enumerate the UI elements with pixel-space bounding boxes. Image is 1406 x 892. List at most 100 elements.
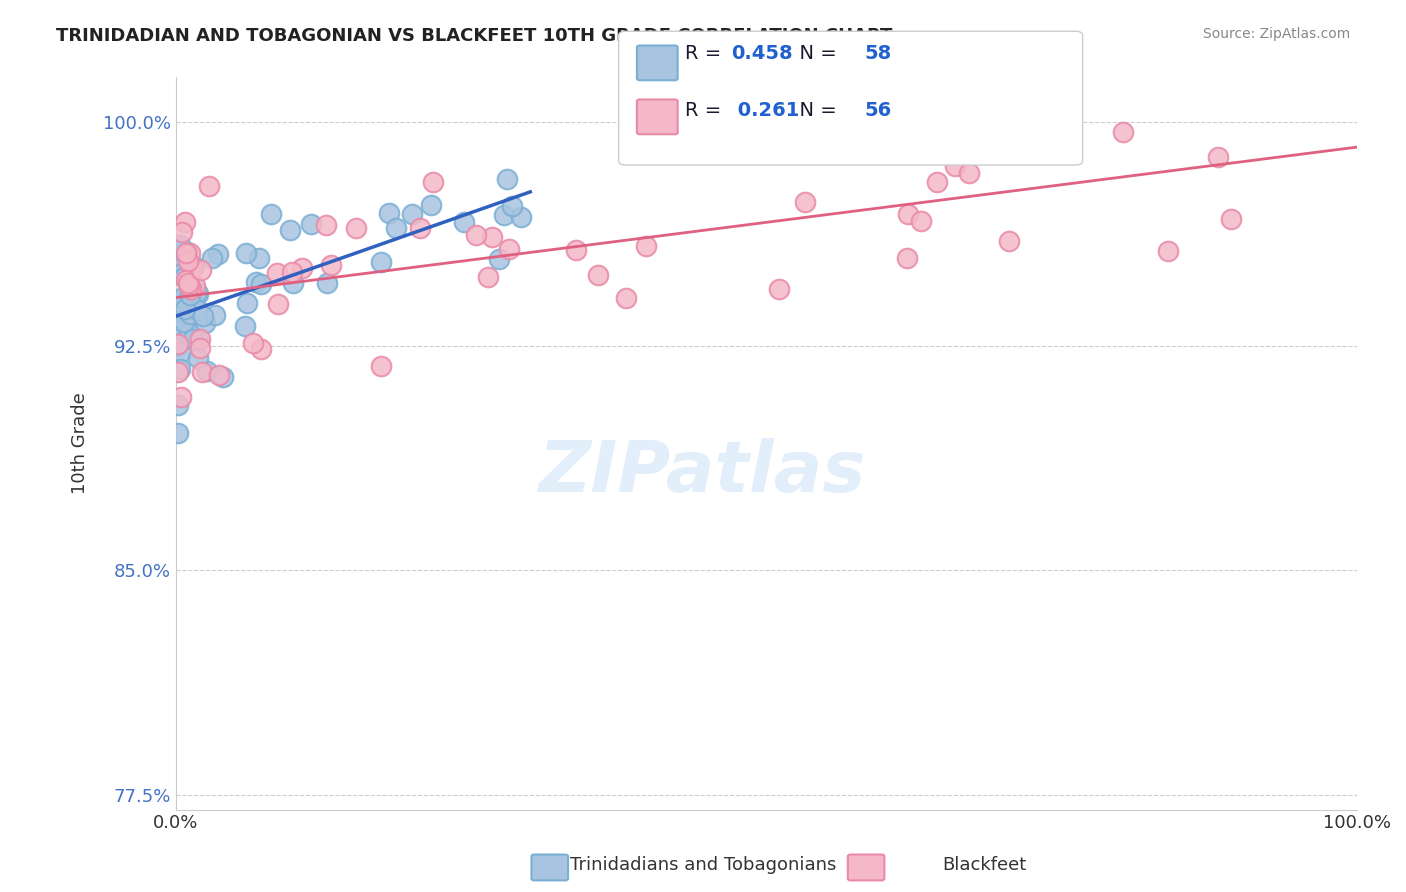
Point — [181, 261, 204, 276]
Point — [1219, 211, 1241, 226]
Point — [166, 240, 188, 254]
Text: 0.458: 0.458 — [731, 45, 793, 63]
Text: Source: ZipAtlas.com: Source: ZipAtlas.com — [1202, 27, 1350, 41]
Point — [377, 206, 399, 220]
Point — [187, 334, 209, 348]
Point — [207, 247, 229, 261]
Text: 56: 56 — [865, 101, 891, 120]
Point — [236, 296, 259, 310]
Point — [301, 217, 323, 231]
Point — [194, 316, 217, 330]
Point — [344, 220, 367, 235]
Text: R =: R = — [685, 101, 727, 120]
Text: N =: N = — [787, 45, 844, 63]
Point — [174, 246, 197, 260]
Point — [498, 242, 520, 256]
Point — [385, 221, 408, 235]
Point — [464, 227, 486, 242]
Point — [260, 207, 283, 221]
Point — [501, 199, 523, 213]
Point — [167, 398, 190, 412]
Point — [179, 307, 201, 321]
Point — [925, 175, 948, 189]
Point — [492, 208, 515, 222]
Point — [193, 309, 215, 323]
Point — [173, 270, 195, 285]
Point — [910, 213, 932, 227]
Point — [167, 337, 190, 351]
Point — [281, 265, 304, 279]
Point — [281, 276, 304, 290]
Point — [166, 293, 188, 308]
Point — [247, 251, 270, 265]
Point — [586, 268, 609, 282]
Point — [166, 426, 188, 441]
Point — [510, 210, 533, 224]
Point — [319, 259, 342, 273]
Y-axis label: 10th Grade: 10th Grade — [72, 392, 89, 494]
Point — [183, 259, 205, 273]
Point — [169, 260, 191, 275]
Point — [169, 361, 191, 376]
Point — [477, 269, 499, 284]
Point — [198, 178, 221, 193]
Point — [370, 255, 392, 269]
Point — [179, 326, 201, 340]
Text: 58: 58 — [865, 45, 891, 63]
Point — [179, 288, 201, 302]
Point — [481, 230, 503, 244]
Point — [184, 278, 207, 293]
Point — [166, 339, 188, 353]
Text: TRINIDADIAN AND TOBAGONIAN VS BLACKFEET 10TH GRADE CORRELATION CHART: TRINIDADIAN AND TOBAGONIAN VS BLACKFEET … — [56, 27, 893, 45]
Point — [187, 286, 209, 301]
Text: 0.261: 0.261 — [731, 101, 800, 120]
Point — [174, 272, 197, 286]
Point — [173, 302, 195, 317]
Point — [998, 234, 1021, 248]
Point — [176, 253, 198, 268]
Point — [245, 276, 267, 290]
Point — [897, 206, 920, 220]
Point — [1156, 244, 1178, 258]
Point — [176, 244, 198, 259]
Point — [636, 239, 658, 253]
Point — [370, 359, 392, 373]
Point — [315, 218, 337, 232]
Point — [291, 260, 314, 275]
Point — [188, 341, 211, 355]
Point — [187, 302, 209, 317]
Point — [278, 223, 301, 237]
Point — [170, 266, 193, 280]
Point — [793, 194, 815, 209]
Point — [170, 345, 193, 359]
Text: N =: N = — [787, 101, 844, 120]
Point — [170, 321, 193, 335]
Point — [266, 266, 288, 280]
Point — [249, 342, 271, 356]
Point — [938, 147, 960, 161]
Point — [1112, 125, 1135, 139]
Point — [187, 351, 209, 365]
Point — [170, 225, 193, 239]
Point — [852, 100, 875, 114]
Point — [170, 291, 193, 305]
Point — [453, 215, 475, 229]
Text: ZIPatlas: ZIPatlas — [540, 438, 866, 508]
Point — [181, 332, 204, 346]
Point — [169, 390, 191, 404]
Point — [409, 221, 432, 235]
Point — [169, 237, 191, 252]
Point — [179, 246, 201, 260]
Text: Blackfeet: Blackfeet — [942, 856, 1026, 874]
Point — [419, 198, 441, 212]
Point — [614, 291, 637, 305]
Point — [188, 332, 211, 346]
Point — [242, 336, 264, 351]
Point — [201, 251, 224, 265]
Point — [488, 252, 510, 267]
Point — [1033, 100, 1056, 114]
Point — [186, 285, 208, 300]
Text: R =: R = — [685, 45, 727, 63]
Point — [177, 276, 200, 290]
Point — [204, 308, 226, 322]
